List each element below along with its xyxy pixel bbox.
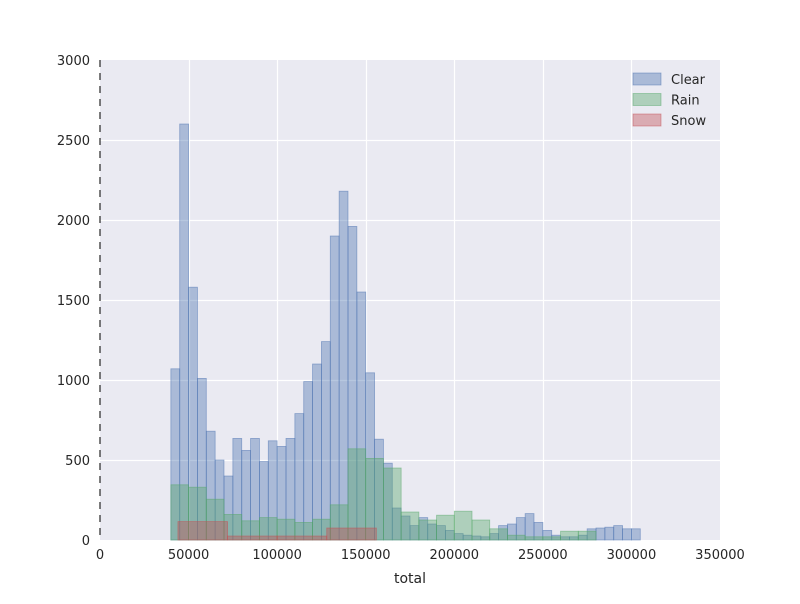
- bar-rain: [418, 519, 437, 541]
- bar-snow: [276, 535, 328, 541]
- x-tick-label: 300000: [607, 548, 657, 563]
- x-tick-label: 350000: [695, 548, 745, 563]
- bar-clear: [604, 526, 615, 541]
- bar-rain: [436, 514, 455, 541]
- bar-rain: [507, 534, 526, 541]
- bar-rain: [524, 536, 544, 541]
- y-tick-label: 1000: [57, 374, 90, 389]
- bar-clear: [321, 341, 331, 541]
- x-tick-label: 200000: [429, 548, 479, 563]
- bar-clear: [179, 123, 189, 541]
- x-tick-label: 250000: [518, 548, 568, 563]
- grid-lines: [100, 60, 720, 540]
- bar-clear: [595, 527, 606, 541]
- bar-snow: [227, 535, 278, 541]
- bar-rain: [560, 530, 579, 541]
- bar-rain: [400, 511, 420, 541]
- bar-rain: [542, 536, 561, 541]
- bar-rain: [489, 528, 508, 541]
- bar-snow: [326, 527, 377, 541]
- x-axis-label: total: [394, 571, 426, 587]
- legend-swatch-rain: [632, 93, 662, 106]
- bar-rain: [453, 510, 473, 541]
- x-tick-label: 100000: [252, 548, 302, 563]
- bar-rain: [577, 530, 597, 541]
- y-tick-label: 500: [65, 454, 90, 469]
- bar-clear: [312, 363, 322, 541]
- bar-rain: [471, 519, 491, 541]
- bar-clear: [329, 235, 340, 541]
- y-tick-label: 2500: [57, 134, 90, 149]
- legend-swatch-clear: [632, 72, 662, 86]
- bar-rain: [383, 467, 402, 541]
- legend-label-snow: Snow: [671, 114, 706, 129]
- y-tick-labels: 0 500 1000 1500 2000 2500 3000: [57, 54, 90, 549]
- bar-rain: [347, 448, 367, 541]
- bar-snow: [177, 521, 228, 541]
- bar-clear: [294, 413, 305, 541]
- y-tick-label: 3000: [57, 54, 90, 69]
- bar-clear: [622, 528, 632, 541]
- histogram-bars: [170, 123, 641, 541]
- bar-clear: [524, 513, 535, 541]
- legend-swatch-snow: [632, 113, 662, 127]
- x-tick-labels: 0 50000 100000 150000 200000 250000 300000 3500…: [96, 548, 745, 563]
- y-tick-label: 2000: [57, 214, 90, 229]
- y-tick-label: 0: [82, 534, 90, 549]
- bar-clear: [338, 190, 349, 541]
- legend-label-clear: Clear: [671, 73, 706, 88]
- y-tick-label: 1500: [57, 294, 90, 309]
- bar-clear: [631, 528, 641, 541]
- x-tick-label: 50000: [168, 548, 209, 563]
- x-tick-label: 150000: [341, 548, 391, 563]
- bar-clear: [613, 525, 623, 541]
- legend-label-rain: Rain: [671, 94, 700, 109]
- legend: Clear Rain Snow: [632, 72, 706, 129]
- bar-clear: [303, 381, 313, 541]
- x-tick-label: 0: [96, 548, 104, 563]
